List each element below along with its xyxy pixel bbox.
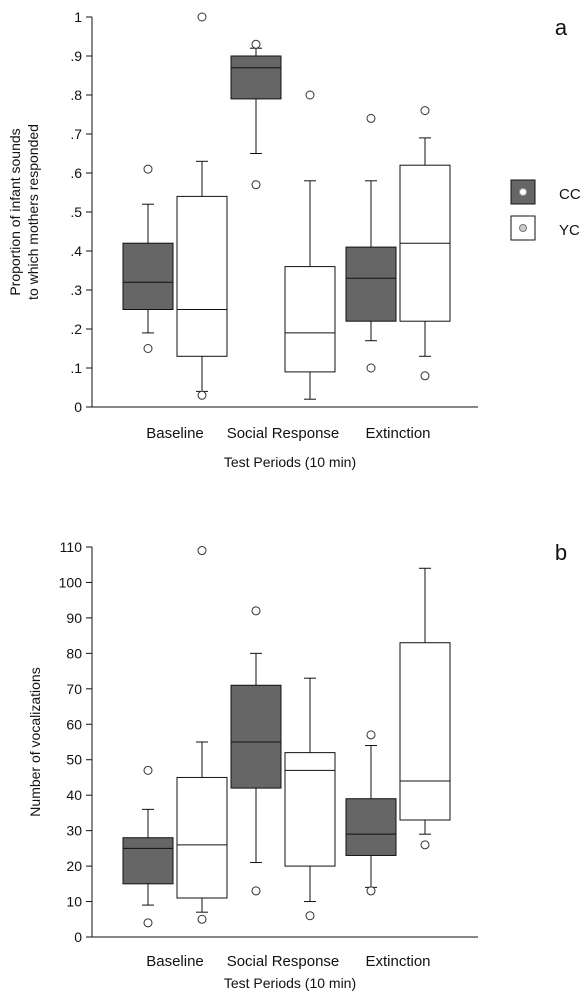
y-tick-label: 0 xyxy=(74,929,82,945)
box-iqr xyxy=(122,242,174,310)
box-iqr xyxy=(399,642,451,821)
legend: CC YC xyxy=(510,179,581,241)
box-yc-2 xyxy=(399,106,451,381)
outlier-point xyxy=(197,914,207,924)
box-iqr xyxy=(284,266,336,373)
box-yc-1 xyxy=(284,90,336,400)
legend-cc-swatch xyxy=(510,179,536,205)
outlier-point xyxy=(366,730,376,740)
y-tick-label: 0 xyxy=(74,399,82,415)
panel-a: 0 .1 .2 .3 .4 .5 .6 .7 .8 .9 1 Proportion of infant… xyxy=(7,9,568,470)
box-iqr xyxy=(284,752,336,867)
box-iqr xyxy=(122,837,174,885)
y-tick-label: 90 xyxy=(66,610,82,626)
outlier-point xyxy=(143,344,153,353)
outlier-point xyxy=(251,180,261,190)
y-tick-label: 10 xyxy=(66,894,82,910)
y-tick-label: 70 xyxy=(66,681,82,697)
y-axis-label: to which mothers responded xyxy=(25,124,41,300)
panel-b: 0 10 20 30 40 50 60 70 80 90 100 110 Number of vocal… xyxy=(27,539,567,991)
y-tick-label: 50 xyxy=(66,752,82,768)
y-tick-label: .6 xyxy=(70,165,82,181)
y-tick-label: .2 xyxy=(70,321,82,337)
box-yc-1 xyxy=(284,677,336,921)
x-category-label: Social Response xyxy=(227,953,340,970)
outlier-point xyxy=(251,886,261,896)
box-iqr xyxy=(176,776,228,899)
outlier-point xyxy=(420,840,430,850)
y-tick-label: .4 xyxy=(70,243,82,259)
panel-label: b xyxy=(555,540,567,565)
y-axis-label: Number of vocalizations xyxy=(27,667,43,816)
y-tick-label: 40 xyxy=(66,787,82,803)
outlier-point xyxy=(420,371,430,381)
outlier-point xyxy=(143,918,153,928)
outlier-point xyxy=(366,886,376,896)
x-category-label: Extinction xyxy=(365,425,430,442)
y-tick-label: .5 xyxy=(70,204,82,220)
x-category-label: Baseline xyxy=(146,425,204,442)
outlier-point xyxy=(366,363,376,373)
legend-yc-dot xyxy=(519,224,527,232)
box-yc-0 xyxy=(176,546,228,924)
y-tick-label: 100 xyxy=(59,574,83,590)
y-tick-label: .8 xyxy=(70,87,82,103)
legend-cc-dot xyxy=(519,188,527,196)
x-category-label: Baseline xyxy=(146,953,204,970)
y-tick-label: .7 xyxy=(70,126,82,142)
y-tick-label: 30 xyxy=(66,823,82,839)
outlier-point xyxy=(251,606,261,616)
box-cc-0 xyxy=(122,164,174,353)
y-tick-label: .1 xyxy=(70,360,82,376)
outlier-point xyxy=(143,164,153,174)
outlier-point xyxy=(143,765,153,775)
y-tick-label: 60 xyxy=(66,716,82,732)
box-iqr xyxy=(345,246,397,322)
panel-label: a xyxy=(555,15,568,40)
y-tick-label: 20 xyxy=(66,858,82,874)
y-tick-label: 1 xyxy=(74,9,82,25)
box-yc-2 xyxy=(399,567,451,850)
x-category-label: Extinction xyxy=(365,953,430,970)
box-cc-1 xyxy=(230,606,282,896)
x-axis-label: Test Periods (10 min) xyxy=(224,454,356,470)
outlier-point xyxy=(305,911,315,921)
box-cc-2 xyxy=(345,113,397,373)
box-cc-0 xyxy=(122,765,174,928)
y-tick-label: .9 xyxy=(70,48,82,64)
legend-cc-label: CC xyxy=(559,186,581,203)
box-iqr xyxy=(230,684,282,789)
legend-yc-label: YC xyxy=(559,222,580,239)
y-tick-label: 110 xyxy=(60,539,83,555)
outlier-point xyxy=(366,113,376,123)
box-iqr xyxy=(345,798,397,856)
box-iqr xyxy=(176,195,228,357)
box-iqr xyxy=(230,55,282,100)
x-category-label: Social Response xyxy=(227,425,340,442)
x-axis-label: Test Periods (10 min) xyxy=(224,975,356,991)
y-tick-label: .3 xyxy=(70,282,82,298)
y-axis-label: Proportion of infant sounds xyxy=(7,128,23,295)
outlier-point xyxy=(420,106,430,116)
box-yc-0 xyxy=(176,12,228,400)
y-tick-label: 80 xyxy=(66,645,82,661)
outlier-point xyxy=(251,39,261,49)
box-cc-2 xyxy=(345,730,397,896)
outlier-point xyxy=(305,90,315,100)
outlier-point xyxy=(197,390,207,400)
outlier-point xyxy=(197,546,207,556)
outlier-point xyxy=(197,12,207,22)
box-cc-1 xyxy=(230,39,282,190)
